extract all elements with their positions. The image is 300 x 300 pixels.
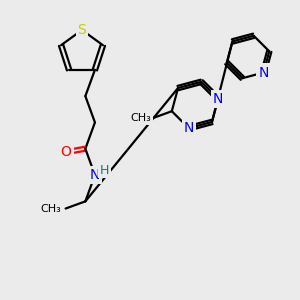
Text: N: N	[213, 92, 224, 106]
Text: H: H	[100, 164, 110, 176]
Text: CH₃: CH₃	[130, 113, 152, 123]
Text: CH₃: CH₃	[41, 203, 62, 214]
Text: N: N	[184, 121, 194, 135]
Text: N: N	[90, 168, 100, 182]
Text: S: S	[78, 23, 86, 37]
Text: N: N	[258, 66, 269, 80]
Text: O: O	[61, 145, 71, 159]
